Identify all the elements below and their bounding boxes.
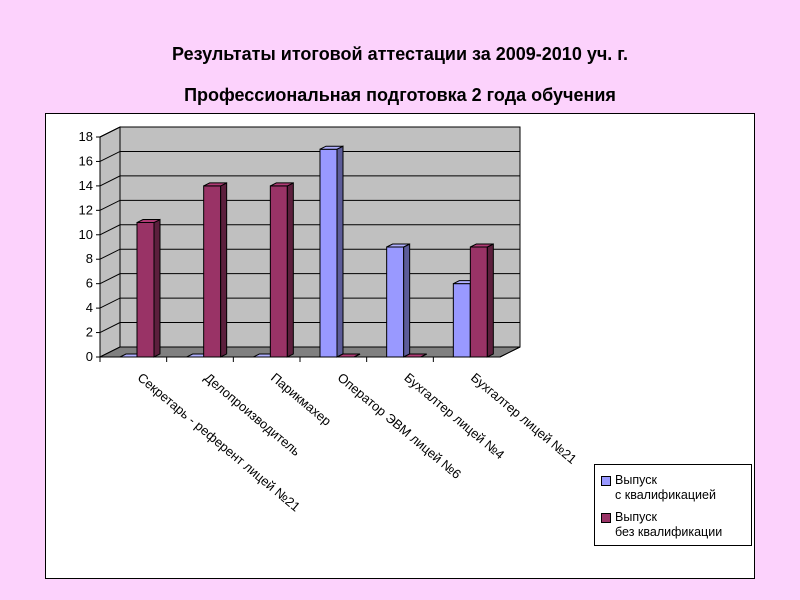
- legend-swatch-with-qualification: [601, 476, 611, 486]
- chart-title: Результаты итоговой аттестации за 2009-2…: [172, 44, 628, 64]
- gridline: [99, 126, 520, 138]
- gridline: [99, 175, 520, 187]
- bar-side: [403, 243, 411, 358]
- x-tick-label: Парикмахер: [268, 370, 334, 429]
- gridline: [99, 199, 520, 211]
- chart-side-wall: [99, 126, 121, 358]
- bar-side: [286, 182, 294, 358]
- y-tick-label: 2: [86, 325, 93, 340]
- y-tick-label: 6: [86, 276, 93, 291]
- x-tick-label: Бухгалтер лицей №21: [468, 370, 580, 467]
- bar-top: [319, 145, 344, 150]
- legend-label-line: Выпуск: [615, 510, 657, 524]
- y-tick-label: 18: [79, 129, 93, 144]
- x-axis-edge: [499, 346, 521, 358]
- bar-front: [319, 148, 338, 358]
- bar-top: [470, 243, 494, 248]
- x-tick-label: Оператор ЭВМ лицей №6: [335, 370, 464, 482]
- legend-label-line: с квалификацией: [615, 488, 716, 502]
- y-tick-label: 8: [86, 251, 93, 266]
- bar-top: [203, 182, 227, 187]
- bar-front: [452, 283, 471, 358]
- bar-front: [203, 185, 222, 358]
- bar: [319, 145, 344, 358]
- bar-front: [136, 222, 155, 358]
- bar-front: [269, 185, 288, 358]
- legend-swatch-without-qualification: [601, 513, 611, 523]
- bar-side: [220, 182, 228, 358]
- y-tick-label: 10: [79, 227, 93, 242]
- legend-label-line: без квалификации: [615, 525, 723, 539]
- gridline: [99, 224, 520, 236]
- bar-front: [469, 246, 488, 358]
- gridline: [99, 150, 520, 162]
- bar-top: [270, 182, 294, 187]
- bar: [203, 182, 228, 358]
- bar-side: [486, 243, 494, 358]
- y-tick-label: 12: [79, 202, 93, 217]
- bar: [269, 182, 294, 358]
- bar-top: [136, 219, 161, 224]
- bar-top: [386, 243, 410, 248]
- legend: Выпуск с квалификацией Выпуск без квалиф…: [594, 464, 752, 546]
- y-tick-label: 16: [79, 153, 93, 168]
- bar-side: [336, 145, 344, 358]
- chart-subtitle: Профессиональная подготовка 2 года обуче…: [184, 85, 616, 105]
- bar: [469, 243, 494, 358]
- y-tick-label: 4: [86, 300, 93, 315]
- bar-side: [153, 218, 161, 358]
- bar-front: [386, 246, 405, 358]
- y-tick-label: 14: [79, 178, 93, 193]
- bar: [136, 218, 161, 358]
- legend-label-line: Выпуск: [615, 473, 657, 487]
- bar: [386, 243, 411, 358]
- y-tick-label: 0: [86, 349, 93, 364]
